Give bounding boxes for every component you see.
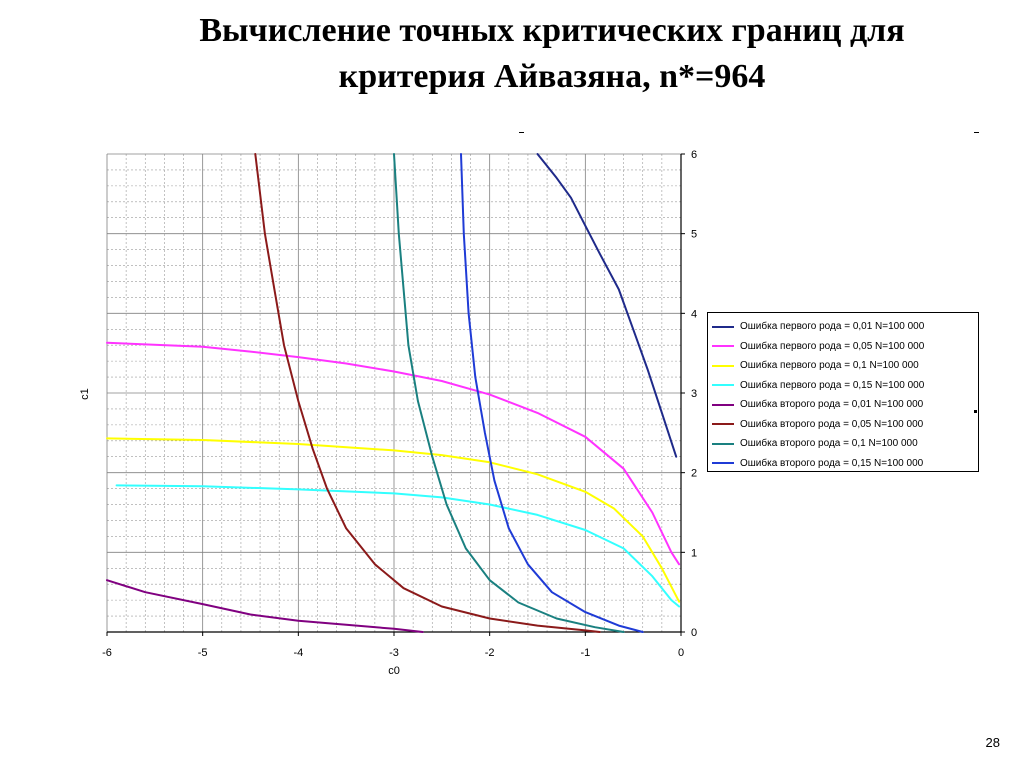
legend-item-8: Ошибка второго рода = 0,15 N=100 000 xyxy=(712,454,974,474)
page-number: 28 xyxy=(985,735,1000,750)
chart-series-group xyxy=(106,153,681,633)
legend-swatch xyxy=(712,345,734,348)
y-tick-label: 5 xyxy=(691,229,697,241)
x-tick-label: -3 xyxy=(389,647,399,659)
legend-swatch xyxy=(712,462,734,465)
series-line-5 xyxy=(106,579,424,633)
x-tick-label: -2 xyxy=(485,647,495,659)
legend-swatch xyxy=(712,325,734,328)
legend-label: Ошибка первого рода = 0,1 N=100 000 xyxy=(740,360,919,372)
legend-item-4: Ошибка первого рода = 0,15 N=100 000 xyxy=(712,376,974,396)
legend-label: Ошибка первого рода = 0,15 N=100 000 xyxy=(740,379,925,391)
slide-title-line-2: критерия Айвазяна, n*=964 xyxy=(338,58,766,95)
legend-label: Ошибка второго рода = 0,1 N=100 000 xyxy=(740,438,918,450)
slide-title-line-1: Вычисление точных критических границ для xyxy=(199,12,905,49)
legend-item-6: Ошибка второго рода = 0,05 N=100 000 xyxy=(712,415,974,435)
decorative-dot xyxy=(519,132,524,133)
x-tick-label: -1 xyxy=(580,647,590,659)
x-tick-label: -5 xyxy=(198,647,208,659)
y-tick-label: 6 xyxy=(691,149,697,161)
y-tick-label: 2 xyxy=(691,468,697,480)
legend-swatch xyxy=(712,384,734,387)
series-line-6 xyxy=(254,153,601,633)
legend-item-2: Ошибка первого рода = 0,05 N=100 000 xyxy=(712,337,974,357)
decorative-dot xyxy=(974,132,979,133)
series-line-7 xyxy=(393,153,625,633)
legend-item-7: Ошибка второго рода = 0,1 N=100 000 xyxy=(712,434,974,454)
chart-grid xyxy=(106,153,682,633)
legend-item-5: Ошибка второго рода = 0,01 N=100 000 xyxy=(712,395,974,415)
legend-label: Ошибка первого рода = 0,05 N=100 000 xyxy=(740,340,925,352)
x-tick-label: 0 xyxy=(678,647,684,659)
legend-label: Ошибка второго рода = 0,15 N=100 000 xyxy=(740,457,924,469)
slide-title: Вычисление точных критических границ для… xyxy=(40,8,1024,100)
chart-tick-labels: -6 -5 -4 -3 -2 -1 00 1 2 3 4 5 6 xyxy=(102,149,697,659)
legend-swatch xyxy=(712,364,734,367)
y-tick-label: 0 xyxy=(691,627,697,639)
legend-item-3: Ошибка первого рода = 0,1 N=100 000 xyxy=(712,356,974,376)
decorative-dot xyxy=(974,410,977,413)
series-line-3 xyxy=(106,437,681,603)
y-tick-label: 4 xyxy=(691,308,697,320)
series-line-4 xyxy=(115,484,681,608)
legend-label: Ошибка первого рода = 0,01 N=100 000 xyxy=(740,321,925,333)
legend-item-1: Ошибка первого рода = 0,01 N=100 000 xyxy=(712,317,974,337)
x-tick-label: -6 xyxy=(102,647,112,659)
legend-swatch xyxy=(712,403,734,406)
legend-swatch xyxy=(712,442,734,445)
x-tick-label: -4 xyxy=(293,647,303,659)
chart-axes xyxy=(106,153,685,636)
chart-legend: Ошибка первого рода = 0,01 N=100 000 Ошиб… xyxy=(707,312,979,472)
y-axis-label: c1 xyxy=(79,388,91,400)
legend-label: Ошибка второго рода = 0,01 N=100 000 xyxy=(740,399,924,411)
series-line-1 xyxy=(536,153,678,458)
legend-swatch xyxy=(712,423,734,426)
legend-label: Ошибка второго рода = 0,05 N=100 000 xyxy=(740,418,924,430)
series-line-2 xyxy=(106,341,681,566)
y-tick-label: 1 xyxy=(691,547,697,559)
y-tick-label: 3 xyxy=(691,388,697,400)
x-axis-label: c0 xyxy=(388,665,400,677)
series-line-8 xyxy=(460,153,644,633)
